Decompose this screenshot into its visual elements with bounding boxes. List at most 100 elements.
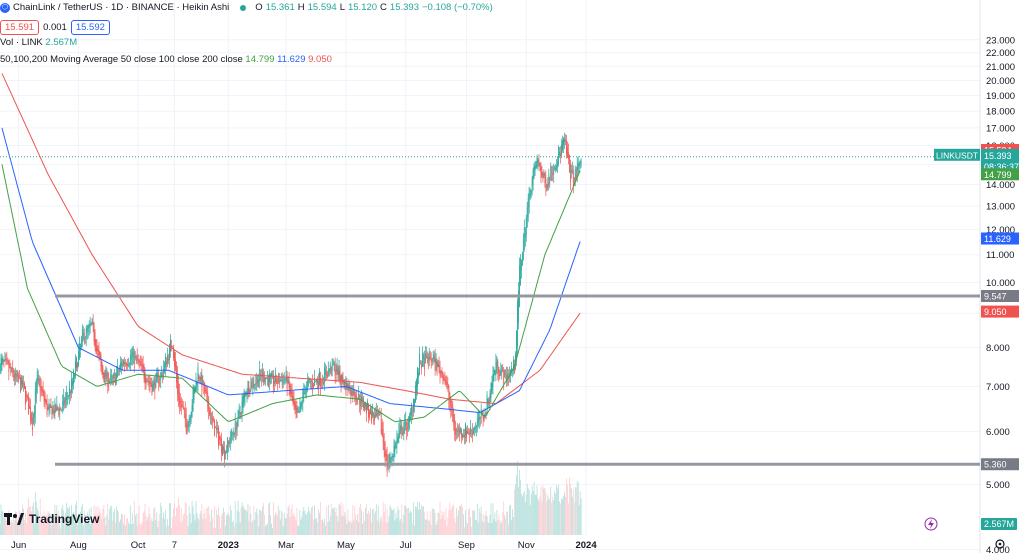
candle-body	[448, 386, 450, 401]
volume-bar	[226, 514, 228, 535]
axis-label-text: 11.629	[984, 234, 1011, 244]
volume-bar	[399, 520, 401, 535]
candle-body	[285, 370, 287, 380]
candle-body	[443, 378, 445, 380]
volume-bar	[20, 518, 21, 535]
candle-body	[92, 321, 94, 324]
candle-body	[390, 458, 392, 460]
candle-body	[56, 404, 58, 410]
grid	[0, 0, 980, 551]
volume-bar	[410, 510, 412, 535]
candle-body	[150, 382, 152, 387]
candle-body	[377, 411, 379, 415]
candle-body	[226, 437, 228, 452]
volume-bar	[574, 487, 576, 535]
volume-bar	[341, 516, 343, 535]
volume-bar	[440, 518, 442, 535]
candle-body	[423, 357, 425, 370]
volume-bar	[10, 521, 12, 535]
candle-body	[215, 427, 216, 429]
candle-body	[559, 151, 560, 156]
candle-body	[268, 377, 269, 387]
volume-bar	[541, 501, 543, 535]
candle-body	[200, 373, 202, 380]
volume-bar	[363, 511, 364, 535]
candle-body	[450, 398, 452, 411]
volume-legend[interactable]: Vol · LINK 2.567M	[0, 37, 77, 48]
candle-body	[343, 379, 345, 389]
candle-body	[141, 363, 143, 365]
volume-bar	[173, 507, 174, 535]
candle-body	[445, 380, 447, 385]
volume-bar	[391, 509, 393, 535]
volume-bar	[146, 520, 148, 535]
volume-bar	[161, 506, 163, 535]
sell-button[interactable]: 15.591	[0, 20, 40, 35]
volume-bar	[103, 504, 105, 535]
volume-bar	[281, 512, 283, 535]
candle-body	[383, 435, 385, 450]
volume-bar	[14, 520, 16, 535]
volume-bar	[42, 522, 44, 535]
news-icon[interactable]	[924, 517, 938, 531]
candle-body	[370, 408, 371, 415]
volume-bar	[93, 504, 95, 535]
volume-bar	[203, 513, 205, 535]
candle-body	[554, 169, 556, 171]
volume-bar	[256, 508, 258, 535]
candle-body	[492, 374, 494, 387]
candle-body	[475, 427, 477, 429]
volume-bar	[558, 484, 559, 535]
axis-label-bg	[981, 232, 1019, 245]
volume-bar	[62, 504, 64, 535]
candle-body	[103, 372, 105, 383]
volume-bar	[116, 506, 118, 535]
candle-body	[522, 239, 524, 260]
candle-body	[521, 253, 523, 266]
candle-body	[298, 411, 300, 413]
candle-body	[425, 354, 427, 359]
axis-price-label: 14.799	[981, 168, 1019, 181]
candle-body	[161, 372, 163, 377]
candle-body	[297, 411, 299, 413]
candle-body	[459, 429, 461, 435]
volume-bar	[491, 522, 493, 535]
candle-body	[528, 187, 530, 208]
candle-body	[525, 217, 527, 236]
volume-bar	[97, 505, 99, 535]
candle-body	[94, 331, 96, 348]
buy-button[interactable]: 15.592	[70, 20, 110, 35]
volume-bar	[242, 505, 244, 535]
candle-body	[553, 166, 555, 175]
candle-body	[127, 364, 128, 366]
candle-body	[580, 161, 582, 164]
volume-bar	[310, 513, 312, 535]
volume-bar	[205, 518, 207, 535]
tradingview-logo[interactable]: TradingView	[3, 512, 99, 526]
candle-body	[118, 371, 119, 372]
symbol-legend[interactable]: ⬡ ChainLink / TetherUS · 1D · BINANCE · …	[0, 2, 493, 13]
candle-body	[348, 384, 350, 389]
candle-body	[424, 353, 426, 364]
volume-bar	[308, 506, 310, 535]
candle-body	[361, 395, 363, 404]
candle-body	[467, 431, 468, 434]
candle-body	[263, 373, 265, 383]
candle-body	[24, 383, 25, 389]
candle-body	[17, 373, 19, 376]
ma-legend[interactable]: 50,100,200 Moving Average 50 close 100 c…	[0, 54, 332, 65]
candle-body	[83, 333, 85, 343]
volume-bar	[488, 522, 490, 535]
symbol-title[interactable]: ChainLink / TetherUS · 1D · BINANCE · He…	[13, 2, 230, 13]
candle-body	[26, 395, 27, 397]
volume-bar	[520, 493, 522, 535]
settings-icon[interactable]	[995, 539, 1005, 549]
candle-body	[455, 426, 457, 435]
volume-bar	[350, 520, 352, 535]
candle-body	[404, 419, 406, 431]
volume-bar	[345, 517, 347, 535]
candle-body	[220, 438, 221, 440]
volume-bar	[445, 508, 447, 535]
candle-body	[396, 437, 398, 448]
